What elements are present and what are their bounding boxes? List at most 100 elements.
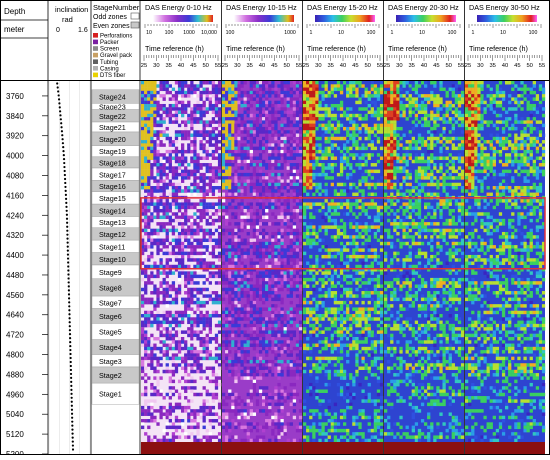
heatmap-cell <box>228 104 231 107</box>
heatmap-cell <box>212 291 215 294</box>
heatmap-cell <box>203 229 206 232</box>
heatmap-cell <box>250 130 253 133</box>
heatmap-cell <box>303 153 306 156</box>
heatmap-cell <box>361 176 364 179</box>
heatmap-cell <box>225 219 228 222</box>
heatmap-cell <box>193 281 196 284</box>
heatmap-cell <box>141 147 144 150</box>
heatmap-cell <box>274 117 277 120</box>
heatmap-cell <box>169 347 172 350</box>
heatmap-cell <box>306 143 309 146</box>
heatmap-cell <box>153 389 156 392</box>
heatmap-cell <box>231 324 234 327</box>
heatmap-cell <box>212 212 215 215</box>
heatmap-cell <box>244 137 247 140</box>
heatmap-cell <box>337 173 340 176</box>
heatmap-cell <box>184 284 187 287</box>
heatmap-cell <box>268 307 271 310</box>
heatmap-cell <box>141 344 144 347</box>
heatmap-cell <box>196 186 199 189</box>
heatmap-cell <box>296 97 299 100</box>
heatmap-cell <box>318 193 321 196</box>
heatmap-cell <box>244 239 247 242</box>
heatmap-cell <box>303 170 306 173</box>
heatmap-cell <box>274 386 277 389</box>
heatmap-cell <box>166 294 169 297</box>
heatmap-cell <box>237 334 240 337</box>
heatmap-cell <box>175 429 178 432</box>
heatmap-cell <box>274 367 277 370</box>
heatmap-cell <box>166 88 169 91</box>
heatmap-cell <box>293 389 296 392</box>
heatmap-cell <box>153 393 156 396</box>
heatmap-cell <box>147 337 150 340</box>
heatmap-cell <box>169 258 172 261</box>
heatmap-cell <box>253 347 256 350</box>
heatmap-cell <box>218 189 221 192</box>
heatmap-cell <box>361 153 364 156</box>
heatmap-cell <box>163 97 166 100</box>
heatmap-cell <box>287 124 290 127</box>
heatmap-cell <box>159 314 162 317</box>
heatmap-cell <box>169 252 172 255</box>
heatmap-cell <box>368 153 371 156</box>
heatmap-cell <box>365 94 368 97</box>
heatmap-cell <box>222 111 225 114</box>
time-tick-label: 35 <box>246 63 252 69</box>
heatmap-cell <box>209 340 212 343</box>
heatmap-cell <box>368 225 371 228</box>
heatmap-cell <box>234 271 237 274</box>
heatmap-cell <box>212 107 215 110</box>
heatmap-cell <box>156 327 159 330</box>
heatmap-cell <box>284 340 287 343</box>
heatmap-cell <box>187 219 190 222</box>
heatmap-cell <box>234 412 237 415</box>
heatmap-cell <box>259 170 262 173</box>
heatmap-cell <box>271 212 274 215</box>
heatmap-cell <box>209 435 212 438</box>
heatmap-cell <box>212 81 215 84</box>
heatmap-cell <box>277 432 280 435</box>
heatmap-cell <box>284 232 287 235</box>
heatmap-cell <box>156 107 159 110</box>
heatmap-cell <box>144 107 147 110</box>
inclination-point <box>68 301 70 303</box>
heatmap-cell <box>159 363 162 366</box>
heatmap-cell <box>280 334 283 337</box>
heatmap-cell <box>318 124 321 127</box>
heatmap-cell <box>163 340 166 343</box>
heatmap-cell <box>259 386 262 389</box>
heatmap-cell <box>265 127 268 130</box>
heatmap-cell <box>228 134 231 137</box>
heatmap-cell <box>271 222 274 225</box>
heatmap-cell <box>259 173 262 176</box>
heatmap-cell <box>331 84 334 87</box>
heatmap-cell <box>234 81 237 84</box>
heatmap-cell <box>218 134 221 137</box>
heatmap-cell <box>222 114 225 117</box>
heatmap-cell <box>262 317 265 320</box>
heatmap-cell <box>337 229 340 232</box>
heatmap-cell <box>303 166 306 169</box>
heatmap-cell <box>271 160 274 163</box>
heatmap-cell <box>209 337 212 340</box>
heatmap-cell <box>262 347 265 350</box>
heatmap-cell <box>280 298 283 301</box>
heatmap-cell <box>237 163 240 166</box>
heatmap-cell <box>296 107 299 110</box>
heatmap-cell <box>166 344 169 347</box>
heatmap-cell <box>187 334 190 337</box>
depth-tick-label: 4800 <box>6 351 24 360</box>
heatmap-cell <box>277 176 280 179</box>
heatmap-cell <box>193 239 196 242</box>
heatmap-cell <box>225 170 228 173</box>
heatmap-cell <box>147 399 150 402</box>
heatmap-cell <box>187 350 190 353</box>
heatmap-cell <box>280 81 283 84</box>
heatmap-cell <box>247 307 250 310</box>
heatmap-cell <box>209 271 212 274</box>
heatmap-cell <box>259 367 262 370</box>
heatmap-cell <box>166 183 169 186</box>
heatmap-cell <box>303 212 306 215</box>
heatmap-cell <box>209 314 212 317</box>
